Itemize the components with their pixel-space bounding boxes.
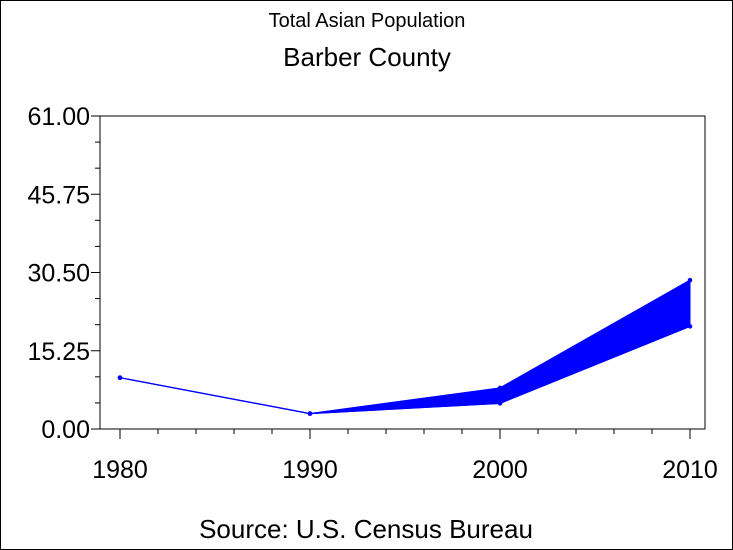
data-point bbox=[497, 401, 503, 406]
data-point bbox=[117, 375, 123, 380]
y-tick-label: 15.25 bbox=[27, 338, 90, 366]
y-tick-label: 45.75 bbox=[27, 181, 90, 209]
y-tick-label: 0.00 bbox=[41, 416, 90, 444]
data-point bbox=[497, 385, 503, 391]
chart-title: Total Asian Population bbox=[269, 10, 466, 32]
x-tick-label: 2000 bbox=[472, 456, 528, 484]
chart-footnote: Source: U.S. Census Bureau bbox=[199, 514, 533, 544]
data-point bbox=[687, 324, 693, 329]
y-tick-label: 30.50 bbox=[27, 260, 90, 288]
chart-subtitle: Barber County bbox=[283, 42, 451, 72]
x-tick-label: 2010 bbox=[662, 456, 718, 484]
plot-area: 0.00 15.25 30.50 45.75 61.00 1980 1990 2000 2010 bbox=[27, 103, 717, 484]
data-point bbox=[687, 277, 693, 283]
x-tick-label: 1990 bbox=[282, 456, 338, 484]
series-line-2 bbox=[119, 325, 691, 415]
data-point bbox=[307, 411, 313, 416]
x-tick-label: 1980 bbox=[92, 456, 148, 484]
y-tick-label: 61.00 bbox=[27, 103, 90, 131]
plot-frame bbox=[99, 115, 706, 430]
